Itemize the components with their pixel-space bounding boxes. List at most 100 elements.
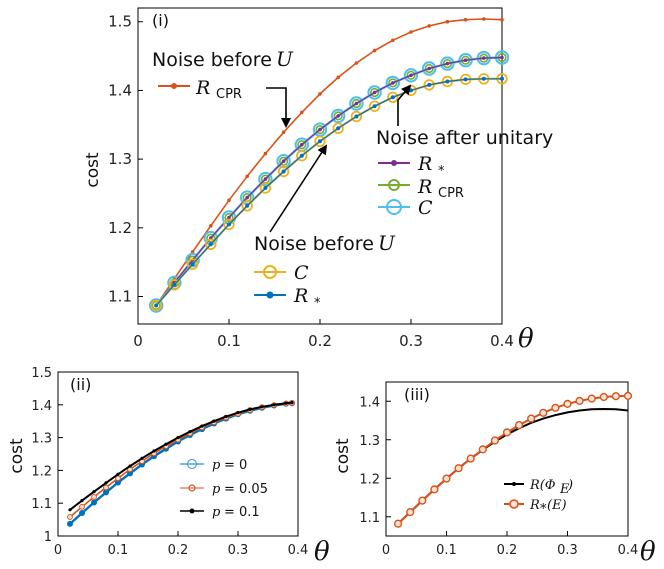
series-c-cyan-point bbox=[258, 171, 273, 187]
series-c-yellow-point bbox=[387, 91, 399, 104]
panel-iii: (iii) cost θ 0 0.1 0.2 0.3 0.4 1.1 1.2 1.3 1.4 R… bbox=[333, 381, 656, 567]
panel-ii-frame bbox=[57, 371, 299, 537]
series-rcpr-point bbox=[336, 75, 341, 80]
series-rcpr-green-point bbox=[279, 156, 289, 166]
series-rstar-e-point bbox=[527, 414, 536, 423]
series-c-cyan-point bbox=[440, 56, 455, 71]
series-rstar-e-point bbox=[611, 392, 621, 401]
legend-rphi-r: R(Φ bbox=[529, 478, 556, 493]
x-tick-label: 0 bbox=[54, 543, 62, 558]
series-p01-point bbox=[236, 411, 240, 415]
series-c-cyan-point bbox=[367, 85, 382, 100]
legend-rphi-marker bbox=[512, 482, 516, 486]
series-rstar-blue-point bbox=[409, 88, 413, 93]
series-p0-point bbox=[67, 520, 73, 527]
series-p01-point bbox=[284, 401, 288, 405]
panel-ii-series bbox=[67, 399, 295, 527]
y-tick-label: 1.1 bbox=[108, 288, 132, 306]
series-p01-point bbox=[164, 442, 168, 446]
y-tick-label: 1.3 bbox=[108, 150, 132, 168]
series-rcpr-point bbox=[190, 250, 195, 254]
series-p01-point bbox=[290, 400, 294, 405]
series-p0-point bbox=[127, 470, 133, 477]
series-rstar-blue-point bbox=[190, 262, 195, 267]
panel-ii: (ii) cost θ 0 0.1 0.2 0.3 0.4 1 1.1 1.2 1.3 1.4 1.… bbox=[7, 366, 330, 567]
series-c-yellow-point bbox=[296, 149, 308, 162]
series-c-cyan-point bbox=[385, 75, 400, 91]
series-rcpr-point bbox=[463, 17, 468, 22]
y-tick-label: 1.2 bbox=[108, 219, 132, 237]
series-rcpr-green-point bbox=[206, 233, 216, 243]
series-rstar-e-point bbox=[430, 485, 439, 494]
legend-rphi-sub: E bbox=[559, 482, 570, 497]
x-tick-label: 0.1 bbox=[436, 543, 457, 558]
series-rstar-purple-point bbox=[354, 101, 359, 106]
series-p01-point bbox=[248, 407, 252, 411]
series-c-yellow-point bbox=[277, 165, 290, 178]
series-rstar-blue-point bbox=[172, 282, 177, 287]
series-rcpr-green-point bbox=[297, 140, 307, 150]
legend-p-value: = 0.1 bbox=[224, 505, 260, 520]
series-c-yellow-point bbox=[186, 258, 199, 270]
series-rcpr-point bbox=[372, 48, 377, 53]
legend-rstar-r: R bbox=[417, 153, 432, 175]
series-rstar-blue-point bbox=[281, 169, 286, 174]
x-tick-label: 0.4 bbox=[490, 332, 514, 350]
arrow-after-unitary bbox=[397, 84, 412, 126]
legend-p-marker bbox=[189, 508, 195, 514]
y-tick-label: 1.1 bbox=[31, 497, 52, 512]
series-rstar-e-point bbox=[394, 519, 403, 528]
annot-noise-before-u-bottom: Noise before bbox=[254, 233, 374, 255]
legend-c-cyan-text: C bbox=[418, 197, 433, 219]
legend-rstar-e-marker bbox=[509, 499, 519, 509]
legend-rcpr-top-marker bbox=[171, 83, 177, 89]
series-rcpr-green-point bbox=[406, 70, 416, 80]
panel-iii-ticks: 0 0.1 0.2 0.3 0.4 1.1 1.2 1.3 1.4 bbox=[359, 395, 638, 558]
panel-i-xlabel: θ bbox=[518, 324, 534, 354]
legend-rstar-sub: * bbox=[438, 164, 445, 179]
series-rstar-blue-point bbox=[299, 153, 304, 158]
legend-rstar-e-rest: (E) bbox=[547, 498, 567, 513]
series-rstar-e-point bbox=[563, 399, 572, 409]
series-rstar-e-point bbox=[490, 436, 500, 445]
series-c-cyan-point bbox=[422, 61, 437, 76]
series-p0-point bbox=[115, 479, 121, 486]
series-p005-line bbox=[69, 402, 293, 518]
series-rstar-blue-point bbox=[481, 76, 486, 81]
series-p01-point bbox=[260, 405, 264, 409]
series-p005-point bbox=[91, 494, 97, 500]
series-rstar-blue-point bbox=[445, 79, 450, 84]
series-rstar-purple-point bbox=[482, 56, 486, 60]
series-rcpr-point bbox=[500, 17, 504, 22]
panel-ii-ticks: 0 0.1 0.2 0.3 0.4 1 1.1 1.2 1.3 1.4 1.5 bbox=[31, 366, 308, 558]
series-rstar-purple-point bbox=[391, 81, 395, 85]
y-tick-label: 1.4 bbox=[31, 399, 52, 414]
legend-rphi-close: ) bbox=[567, 478, 573, 493]
series-rstar-blue-point bbox=[245, 203, 250, 208]
legend-rcpr-top-r: R bbox=[195, 77, 210, 99]
series-p0-point bbox=[103, 489, 109, 496]
annot-u-top: U bbox=[276, 47, 294, 71]
series-c-yellow-point bbox=[205, 238, 217, 251]
series-c-yellow-point bbox=[423, 79, 435, 91]
series-p01-point bbox=[152, 449, 156, 453]
series-c-cyan-point bbox=[185, 252, 200, 268]
panel-iii-xlabel: θ bbox=[640, 537, 656, 567]
series-rstar-blue-point bbox=[227, 222, 231, 227]
x-tick-label: 0.3 bbox=[399, 332, 423, 350]
x-tick-label: 0.1 bbox=[217, 332, 241, 350]
legend-p-symbol: p bbox=[212, 482, 221, 497]
series-rstar-e-point bbox=[599, 392, 608, 402]
legend-rstar-blue-marker bbox=[266, 291, 274, 299]
legend-p-value: = 0 bbox=[224, 458, 247, 473]
series-rcpr-green-point bbox=[151, 300, 161, 311]
y-tick-label: 1.1 bbox=[359, 511, 380, 526]
series-c-yellow-point bbox=[368, 100, 381, 112]
legend-rstar-blue-r: R bbox=[293, 285, 308, 307]
series-rstar-purple-line bbox=[155, 56, 503, 306]
series-p005-point bbox=[67, 514, 73, 520]
series-c-cyan-point bbox=[349, 96, 364, 111]
series-p01-point bbox=[200, 424, 204, 428]
series-p01-point bbox=[224, 415, 228, 419]
y-tick-label: 1.3 bbox=[31, 432, 52, 447]
